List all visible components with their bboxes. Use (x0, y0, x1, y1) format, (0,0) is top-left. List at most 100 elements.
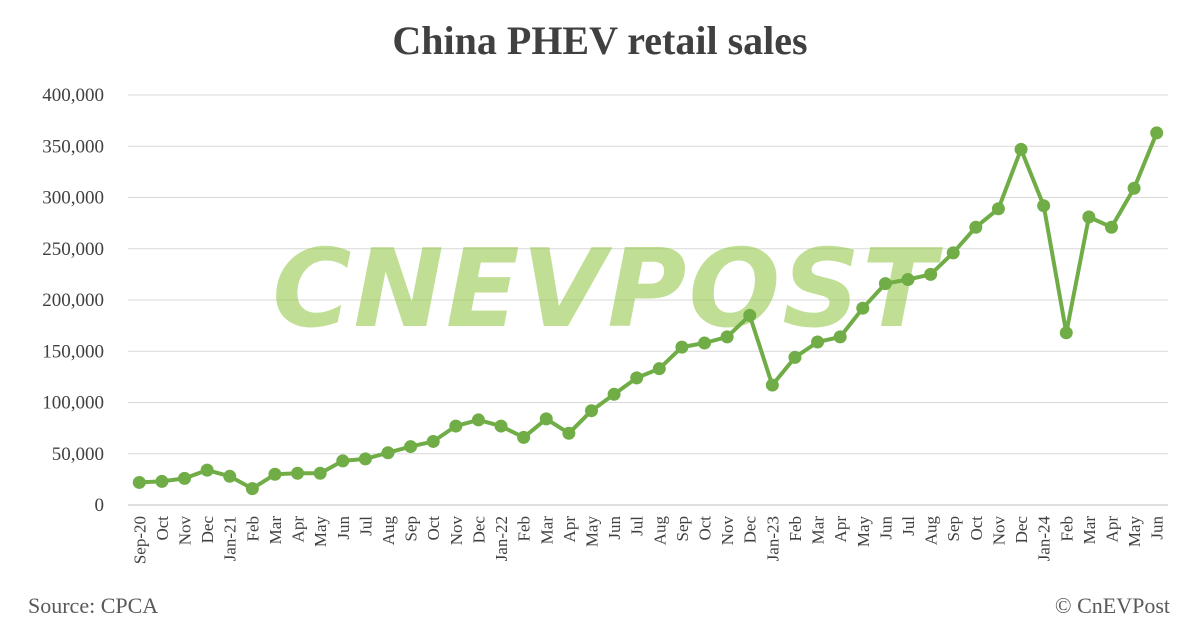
x-tick-label: Jul (899, 516, 918, 536)
x-tick-label: Apr (831, 516, 850, 543)
gridlines (128, 94, 1168, 506)
data-point (404, 440, 418, 454)
series-line (137, 130, 1159, 491)
data-point (675, 340, 689, 354)
data-point (1059, 326, 1073, 340)
data-point (200, 463, 214, 477)
x-tick-label: Dec (1012, 516, 1031, 544)
data-point (132, 475, 146, 489)
x-tick-label: Jan-24 (1035, 516, 1054, 562)
data-point (178, 471, 192, 485)
data-point (1127, 181, 1141, 195)
x-tick-label: Feb (243, 516, 262, 542)
data-point (313, 466, 327, 480)
data-point (1104, 220, 1118, 234)
y-tick-label: 150,000 (42, 341, 104, 362)
data-point (720, 330, 734, 344)
data-point (539, 412, 553, 426)
x-axis-tick-labels: Sep-20 Oct Nov Dec Jan-21 Feb Mar Apr May Jun Jul A… (130, 516, 1166, 565)
x-tick-label: Mar (537, 516, 556, 545)
x-tick-label: Aug (922, 516, 941, 546)
x-tick-label: Feb (1057, 516, 1076, 542)
x-tick-label: Jul (628, 516, 647, 536)
data-point (268, 467, 282, 481)
data-point (878, 277, 892, 291)
data-point (223, 469, 237, 483)
chart-title: China PHEV retail sales (392, 18, 807, 63)
data-point (449, 419, 463, 433)
series-group (132, 126, 1164, 496)
data-point (946, 246, 960, 260)
x-tick-label: May (582, 516, 601, 548)
x-tick-label: Sep (673, 516, 692, 542)
y-tick-label: 400,000 (42, 85, 104, 106)
y-tick-label: 350,000 (42, 136, 104, 157)
data-point (336, 454, 350, 468)
data-point (1082, 210, 1096, 224)
data-point (381, 446, 395, 460)
x-tick-label: Mar (809, 516, 828, 545)
data-point (833, 330, 847, 344)
data-point (584, 404, 598, 418)
x-tick-label: Aug (650, 516, 669, 546)
source-note: Source: CPCA (28, 593, 158, 618)
data-point (1150, 126, 1164, 140)
data-point (991, 202, 1005, 216)
x-tick-label: Dec (469, 516, 488, 544)
data-point (765, 378, 779, 392)
data-point (494, 419, 508, 433)
x-tick-label: Nov (718, 516, 737, 546)
y-tick-label: 200,000 (42, 290, 104, 311)
x-tick-label: Feb (515, 516, 534, 542)
x-tick-label: Mar (1080, 516, 1099, 545)
y-tick-label: 250,000 (42, 239, 104, 260)
x-tick-label: Oct (424, 516, 443, 541)
x-tick-label: Sep (944, 516, 963, 542)
data-point (652, 362, 666, 376)
x-tick-label: Oct (696, 516, 715, 541)
x-tick-label: Jun (605, 516, 624, 540)
x-tick-label: Apr (1102, 516, 1121, 543)
data-point (743, 308, 757, 322)
x-tick-label: Nov (447, 516, 466, 546)
y-tick-label: 0 (95, 495, 105, 516)
data-point (607, 387, 621, 401)
data-point (969, 220, 983, 234)
x-tick-label: Apr (560, 516, 579, 543)
data-point (630, 371, 644, 385)
x-tick-label: Nov (989, 516, 1008, 546)
x-tick-label: Oct (967, 516, 986, 541)
x-tick-label: Jul (356, 516, 375, 536)
x-tick-label: Sep-20 (130, 516, 149, 564)
y-axis-tick-labels: 0 50,000 100,000 150,000 200,000 250,000 300,0… (42, 85, 104, 516)
x-tick-label: May (311, 516, 330, 548)
x-tick-label: Jun (1148, 516, 1167, 540)
data-point (811, 335, 825, 349)
data-point (426, 434, 440, 448)
x-tick-label: Jun (334, 516, 353, 540)
x-tick-label: May (854, 516, 873, 548)
copyright-note: © CnEVPost (1055, 593, 1170, 618)
data-point (788, 350, 802, 364)
data-point (471, 413, 485, 427)
x-tick-label: Feb (786, 516, 805, 542)
data-point (155, 474, 169, 488)
data-point (517, 430, 531, 444)
data-point (1014, 142, 1028, 156)
data-point (924, 267, 938, 281)
x-tick-label: Nov (176, 516, 195, 546)
y-tick-label: 50,000 (52, 444, 104, 465)
x-tick-label: Jan-21 (221, 516, 240, 561)
x-tick-label: Jan-23 (763, 516, 782, 561)
data-point (1037, 199, 1051, 213)
data-point (698, 336, 712, 350)
y-tick-label: 300,000 (42, 188, 104, 209)
x-tick-label: Dec (741, 516, 760, 544)
data-point (245, 482, 259, 496)
x-tick-label: Apr (289, 516, 308, 543)
x-tick-label: Dec (198, 516, 217, 544)
data-point (562, 426, 576, 440)
x-tick-label: May (1125, 516, 1144, 548)
